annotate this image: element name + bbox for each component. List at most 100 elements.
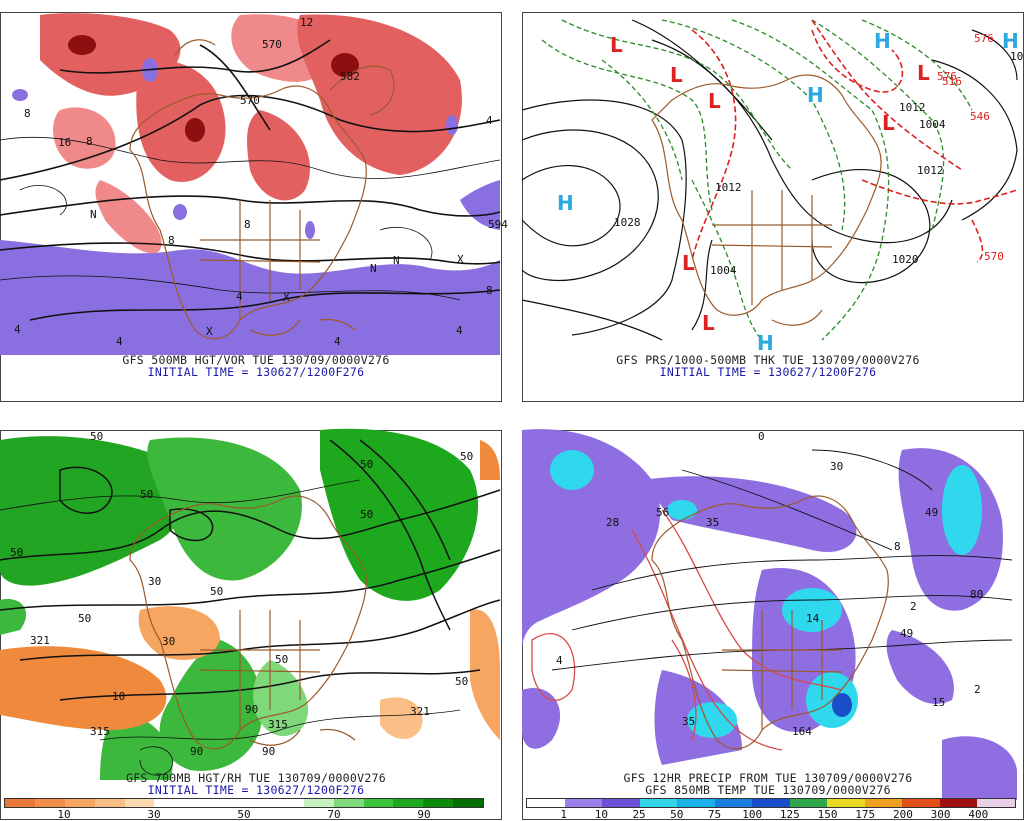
colorbar-swatch	[214, 799, 244, 807]
contour-label: 15	[932, 696, 945, 709]
contour-label: 12	[300, 16, 313, 29]
colorbar-swatch	[423, 799, 454, 807]
contour-label: 1012	[899, 101, 926, 114]
colorbar-tick-label: 150	[817, 808, 838, 821]
contour-label: 90	[262, 745, 275, 758]
caption-line-1: GFS PRS/1000-500MB THK TUE 130709/0000V2…	[616, 353, 920, 367]
svg-text:L: L	[882, 111, 895, 135]
vorticity-map: 570 570 582 8 8 8 8 N N N X X X 4 4 4 4 4 12 16 594 8 4	[0, 13, 508, 355]
svg-text:H: H	[807, 83, 824, 107]
contour-label: 16	[58, 136, 71, 149]
contour-label: 4	[486, 114, 493, 127]
colorbar-swatch	[827, 799, 865, 807]
colorbar-tick-label: 10	[57, 808, 71, 821]
contour-label: 4	[556, 654, 563, 667]
colorbar-tick-label: 75	[707, 808, 722, 821]
colorbar-swatch	[64, 799, 95, 807]
contour-label: 164	[792, 725, 812, 738]
contour-label: 90	[190, 745, 203, 758]
contour-label: 2	[974, 683, 981, 696]
colorbar-swatch	[333, 799, 364, 807]
contour-label: 56	[656, 506, 669, 519]
colorbar-swatch	[244, 799, 274, 807]
contour-label: N	[370, 262, 377, 275]
colorbar-swatch	[564, 799, 603, 807]
colorbar-tick-label: 10	[594, 808, 608, 821]
contour-label: 8	[486, 284, 493, 297]
svg-text:L: L	[682, 251, 695, 275]
contour-label: 8	[24, 107, 31, 120]
contour-label: 570	[984, 250, 1004, 263]
contour-label: 30	[830, 460, 843, 473]
contour-label: 49	[900, 627, 913, 640]
contour-label: 4	[456, 324, 463, 337]
colorbar-swatch	[393, 799, 424, 807]
svg-text:L: L	[917, 61, 930, 85]
svg-text:L: L	[670, 63, 683, 87]
colorbar-swatch	[363, 799, 394, 807]
contour-label: 50	[90, 430, 103, 443]
contour-label: 8	[86, 135, 93, 148]
contour-label: 594	[488, 218, 508, 231]
caption-line-2: INITIAL TIME = 130627/1200F276	[147, 365, 365, 379]
contour-label: 2	[910, 600, 917, 613]
colorbar-tick-label: 100	[742, 808, 763, 821]
contour-label: 516	[942, 75, 962, 88]
contour-label: X	[206, 325, 213, 338]
contour-label: 1036	[1010, 50, 1024, 63]
contour-label: 4	[236, 290, 243, 303]
contour-label: 8	[168, 234, 175, 247]
contour-label: 50	[455, 675, 468, 688]
contour-label: 14	[806, 612, 820, 625]
contour-label: 570	[262, 38, 282, 51]
contour-label: N	[90, 208, 97, 221]
contour-label: 50	[140, 488, 153, 501]
svg-text:H: H	[757, 331, 774, 355]
contour-label: 4	[116, 335, 123, 348]
colorbar-swatch	[789, 799, 828, 807]
precip-colorbar-ticks: 1 10 25 50 75 100 125 150 175 200 300 400	[526, 808, 1014, 821]
contour-label: 576	[937, 70, 957, 83]
contour-label: 8	[244, 218, 251, 231]
contour-label: 1004	[710, 264, 737, 277]
contour-label: 546	[970, 110, 990, 123]
contour-label: 35	[706, 516, 719, 529]
contour-label: 50	[360, 508, 373, 521]
contour-label: N	[393, 254, 400, 267]
panel-frame	[0, 12, 502, 402]
rh-colorbar	[4, 798, 484, 808]
contour-label: 50	[360, 458, 373, 471]
contour-label: 50	[210, 585, 223, 598]
contour-label: 4	[14, 323, 21, 336]
rh-colorbar-ticks: 10 30 50 70 90	[4, 808, 482, 821]
rh-map: 50 50 50 50 50 50 50 50 50 50 30 30 10 321 315 315 321 90…	[0, 428, 501, 780]
colorbar-tick-label: 1	[560, 808, 567, 821]
colorbar-tick-label: 50	[237, 808, 251, 821]
contour-label: 315	[90, 725, 110, 738]
colorbar-tick-label: 70	[327, 808, 341, 821]
colorbar-tick-label: 50	[670, 808, 684, 821]
colorbar-swatch	[94, 799, 125, 807]
contour-label: 321	[30, 634, 50, 647]
contour-label: 0	[758, 430, 765, 443]
svg-text:L: L	[702, 311, 715, 335]
colorbar-tick-label: 300	[930, 808, 951, 821]
contour-label: 1012	[917, 164, 944, 177]
contour-label: 50	[460, 450, 473, 463]
svg-text:H: H	[874, 29, 891, 53]
colorbar-tick-label: 200	[892, 808, 913, 821]
contour-label: 315	[268, 718, 288, 731]
contour-label: 49	[925, 506, 938, 519]
colorbar-swatch	[453, 799, 483, 807]
precip-colorbar	[526, 798, 1016, 808]
colorbar-swatch	[977, 799, 1015, 807]
contour-label: 570	[240, 94, 260, 107]
contour-label: 28	[606, 516, 619, 529]
colorbar-tick-label: 175	[855, 808, 876, 821]
colorbar-swatch	[864, 799, 903, 807]
contour-label: 576	[974, 32, 994, 45]
caption-line-1: GFS 700MB HGT/RH TUE 130709/0000V276	[125, 771, 387, 785]
contour-label: 30	[162, 635, 175, 648]
colorbar-swatch	[639, 799, 678, 807]
contour-label: 10	[112, 690, 125, 703]
